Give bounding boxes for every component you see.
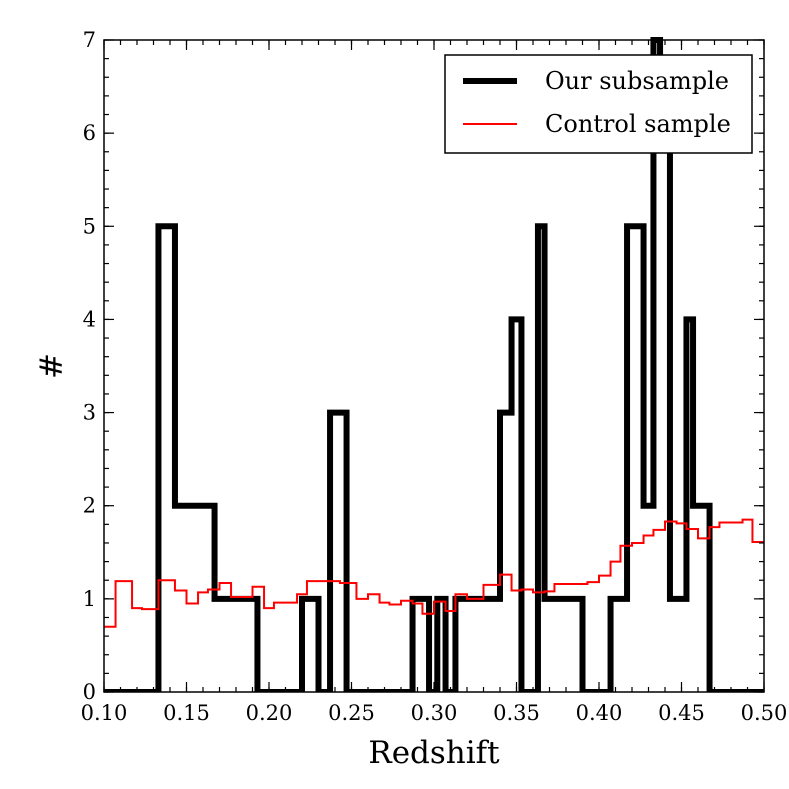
x-tick-label: 0.35 bbox=[493, 701, 540, 725]
x-tick-label: 0.40 bbox=[576, 701, 623, 725]
y-tick-label: 3 bbox=[83, 401, 96, 425]
y-tick-label: 5 bbox=[83, 214, 96, 238]
y-tick-labels: 0 1 2 3 4 5 6 7 bbox=[83, 28, 96, 704]
x-axis-label: Redshift bbox=[368, 735, 500, 771]
y-tick-label: 2 bbox=[83, 494, 96, 518]
legend-box bbox=[444, 54, 753, 154]
y-tick-label: 4 bbox=[83, 307, 96, 331]
x-tick-label: 0.10 bbox=[81, 701, 128, 725]
series-control-sample bbox=[104, 518, 764, 628]
y-axis-label: # bbox=[34, 353, 70, 379]
x-tick-label: 0.20 bbox=[246, 701, 293, 725]
x-tick-label: 0.30 bbox=[411, 701, 458, 725]
x-tick-label: 0.45 bbox=[658, 701, 705, 725]
legend: Our subsample Control sample bbox=[444, 54, 753, 154]
y-tick-label: 6 bbox=[83, 121, 96, 145]
x-tick-labels: 0.10 0.15 0.20 0.25 0.30 0.35 0.40 0.45 0.50 bbox=[81, 701, 788, 725]
legend-label-our-subsample: Our subsample bbox=[545, 67, 729, 95]
x-tick-label: 0.25 bbox=[328, 701, 375, 725]
plot-frame bbox=[103, 39, 765, 693]
y-tick-label: 0 bbox=[83, 680, 96, 704]
x-tick-label: 0.50 bbox=[741, 701, 788, 725]
legend-label-control-sample: Control sample bbox=[545, 110, 731, 138]
x-tick-label: 0.15 bbox=[163, 701, 210, 725]
y-tick-label: 7 bbox=[83, 28, 96, 52]
y-tick-label: 1 bbox=[83, 587, 96, 611]
